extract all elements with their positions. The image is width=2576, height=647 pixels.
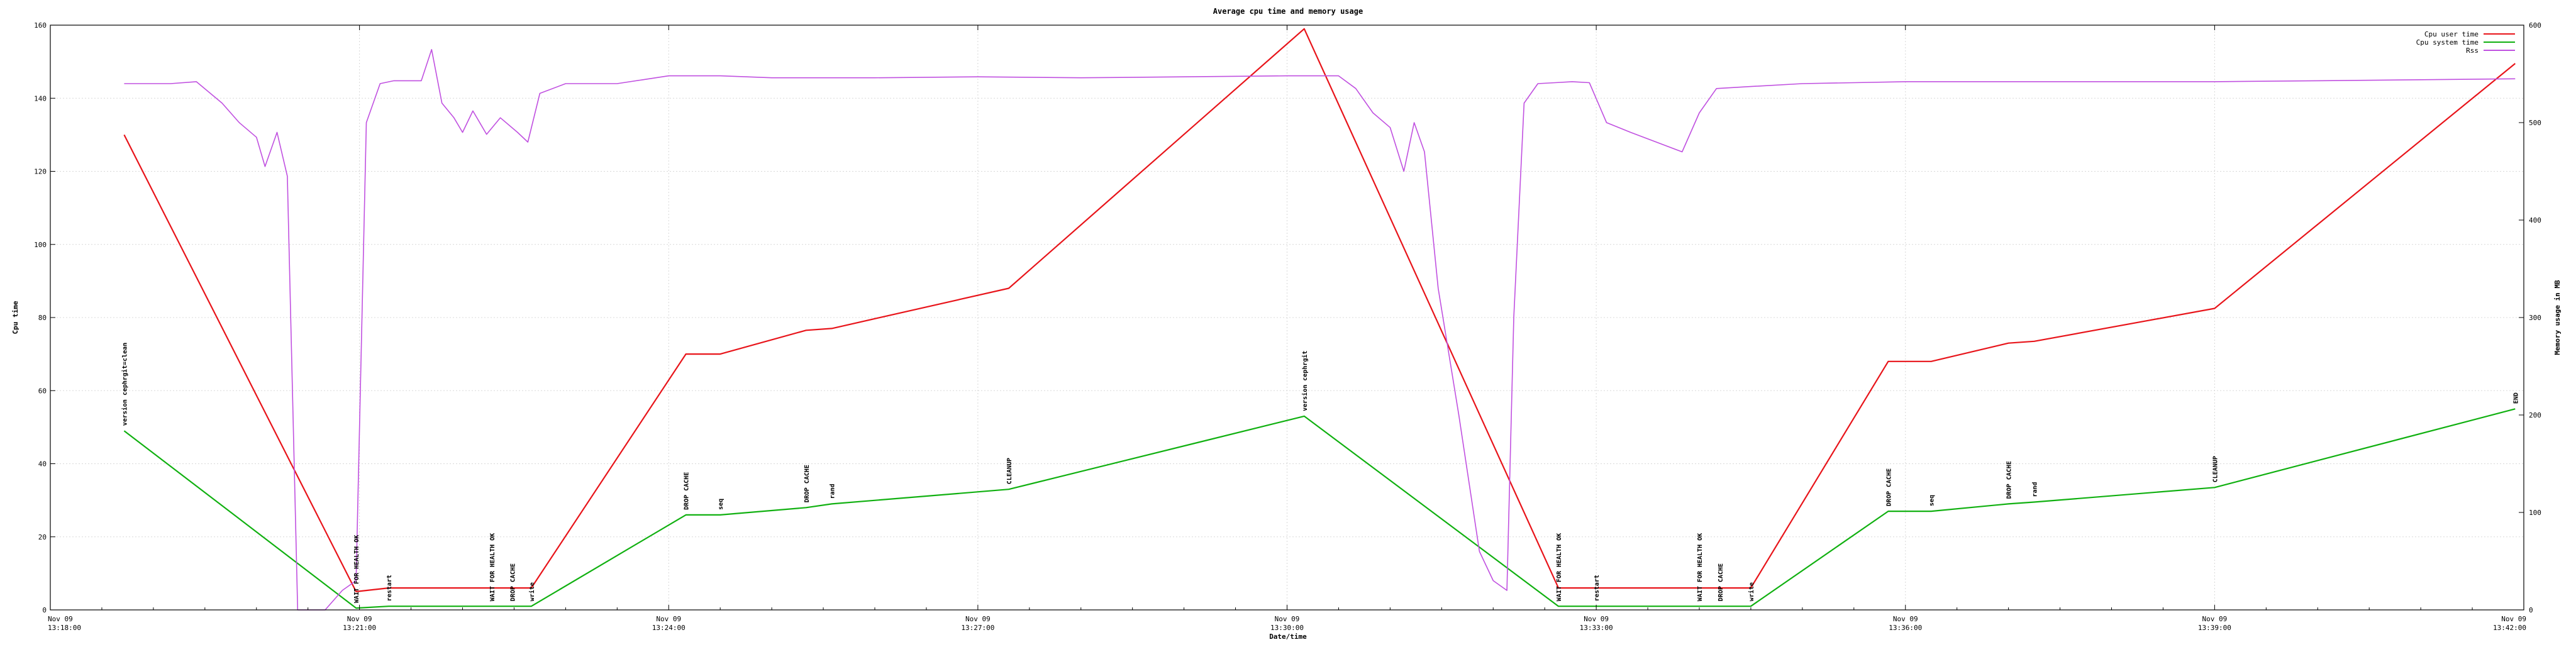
y2-tick-label: 100: [2529, 509, 2541, 517]
annotation-label: rand: [2032, 482, 2039, 497]
x-tick-date: Nov 09: [2202, 615, 2228, 623]
annotation-label: DROP CACHE: [1885, 468, 1892, 506]
annotation-label: WAIT FOR HEALTH OK: [489, 533, 496, 601]
x-tick-time: 13:27:00: [961, 624, 994, 632]
series-line-rss: [124, 49, 2516, 611]
x-tick-time: 13:36:00: [1889, 624, 1922, 632]
annotation-label: WAIT FOR HEALTH OK: [353, 535, 360, 603]
x-tick-date: Nov 09: [1275, 615, 1300, 623]
annotation-label: DROP CACHE: [510, 563, 517, 601]
y-tick-label: 60: [38, 387, 47, 395]
x-tick-time: 13:39:00: [2198, 624, 2231, 632]
grid-layer: [50, 25, 2524, 610]
annotation-label: restart: [1594, 575, 1601, 601]
y-tick-label: 160: [34, 21, 47, 30]
y-tick-label: 100: [34, 241, 47, 249]
x-tick-time: 13:33:00: [1580, 624, 1613, 632]
y2-tick-label: 300: [2529, 314, 2541, 322]
x-tick-date: Nov 09: [656, 615, 681, 623]
annotation-label: write: [528, 582, 536, 601]
x-tick-time: 13:24:00: [652, 624, 686, 632]
annotation-layer: version cephrgit=clean WAIT FOR HEALTH OK…: [121, 343, 2519, 603]
x-tick-time: 13:21:00: [343, 624, 376, 632]
y-tick-label: 20: [38, 533, 47, 541]
annotation-label: version cephrgit=clean: [121, 343, 128, 426]
tick-layer: 0 20 40 60 80 100 120 140 160 0 100 200 300 400 500 600…: [34, 21, 2541, 632]
y2-tick-label: 200: [2529, 411, 2541, 419]
y2-tick-label: 400: [2529, 216, 2541, 224]
annotation-label: DROP CACHE: [1718, 563, 1724, 601]
annotation-label: write: [1748, 582, 1755, 601]
chart-title: Average cpu time and memory usage: [1213, 7, 1363, 16]
annotation-label: version cephrgit: [1301, 351, 1309, 411]
x-tick-date: Nov 09: [347, 615, 372, 623]
y2-tick-label: 500: [2529, 119, 2541, 127]
y-tick-label: 0: [42, 606, 47, 614]
x-tick-date: Nov 09: [2501, 615, 2526, 623]
annotation-label: CLEANUP: [1006, 458, 1013, 484]
series-line-cpu-user-time: [123, 28, 2516, 593]
annotation-label: rand: [830, 484, 836, 499]
x-tick-date: Nov 09: [1893, 615, 1918, 623]
legend-label: Rss: [2466, 47, 2479, 55]
x-tick-date: Nov 09: [1584, 615, 1609, 623]
y2-axis-title: Memory usage in MB: [2553, 280, 2562, 355]
series-layer: [123, 28, 2516, 611]
annotation-label: DROP CACHE: [804, 465, 811, 502]
y-tick-label: 40: [38, 460, 47, 468]
annotation-label: CLEANUP: [2212, 456, 2219, 482]
annotation-label: seq: [1929, 495, 1936, 506]
y2-tick-label: 0: [2529, 606, 2533, 614]
y-axis-title: Cpu time: [11, 301, 19, 334]
annotation-label: DROP CACHE: [684, 472, 691, 510]
y2-tick-label: 600: [2529, 21, 2541, 30]
x-tick-time: 13:42:00: [2493, 624, 2526, 632]
y-tick-label: 80: [38, 314, 47, 322]
annotation-label: restart: [386, 575, 393, 601]
legend-label: Cpu system time: [2416, 38, 2479, 47]
annotation-label: seq: [718, 499, 724, 510]
annotation-label: DROP CACHE: [2006, 461, 2013, 499]
series-line-cpu-system-time: [123, 408, 2516, 609]
x-tick-time: 13:18:00: [48, 624, 81, 632]
annotation-label: WAIT FOR HEALTH OK: [1697, 533, 1704, 601]
annotation-label: END: [2512, 392, 2519, 404]
x-tick-time: 13:30:00: [1270, 624, 1304, 632]
annotation-label: WAIT FOR HEALTH OK: [1556, 533, 1563, 601]
legend-label: Cpu user time: [2424, 30, 2479, 38]
x-tick-date: Nov 09: [965, 615, 991, 623]
y-tick-label: 120: [34, 168, 47, 176]
x-axis-title: Date/time: [1269, 633, 1307, 641]
x-tick-date: Nov 09: [48, 615, 73, 623]
y-tick-label: 140: [34, 94, 47, 102]
